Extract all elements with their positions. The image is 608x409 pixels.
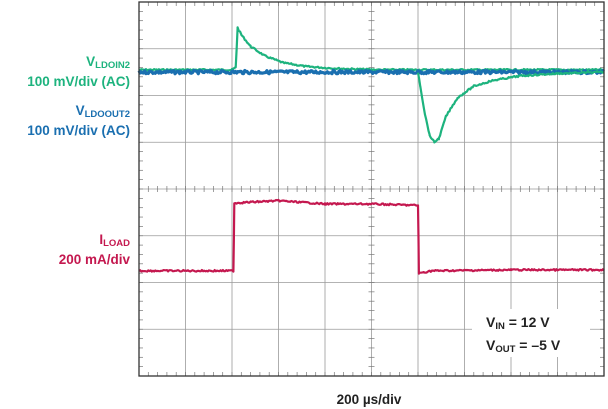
plot-frame [138,1,605,377]
vout-main: V [486,337,496,353]
vldoin2-label-main: V [86,54,96,69]
conditions-annotation: VIN = 12 V VOUT = –5 V [472,309,590,357]
iload-label-main: I [99,232,104,247]
vout-annotation: VOUT = –5 V [486,336,590,359]
vldoout2-label-sub: LDOOUT2 [84,109,130,120]
vldoout2-label-main: V [75,103,85,118]
x-axis-label: 200 µs/div [336,392,402,407]
vin-value: = 12 V [504,314,550,330]
trace-vldoout2 [137,68,605,76]
iload-scale: 200 mA/div [58,252,130,267]
grid [138,1,605,377]
vin-sub: IN [495,321,505,332]
vldoin2-scale: 100 mV/div (AC) [27,74,130,89]
vldoout2-scale: 100 mV/div (AC) [27,123,130,138]
label-iload: ILOAD 200 mA/div [59,232,130,268]
trace-vldoin2 [138,26,605,72]
traces [137,26,605,275]
trace-iload [138,198,605,275]
vout-sub: OUT [495,344,516,355]
label-vldoout2: VLDOOUT2 100 mV/div (AC) [27,103,130,139]
vout-value: = –5 V [515,337,561,353]
vin-annotation: VIN = 12 V [486,313,590,336]
iload-label-sub: LOAD [103,238,130,249]
vin-main: V [486,314,496,330]
vldoin2-label-sub: LDOIN2 [95,60,130,71]
trace-vldoin2-undershoot [416,70,605,144]
label-vldoin2: VLDOIN2 100 mV/div (AC) [27,54,130,90]
